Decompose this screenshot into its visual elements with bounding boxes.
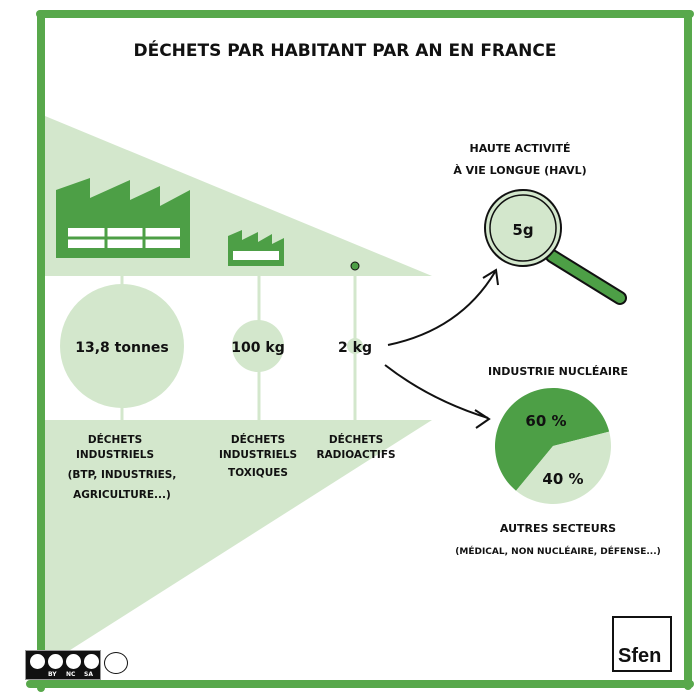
amount-radioactive: 2 kg <box>338 340 372 356</box>
svg-text:DÉCHETS: DÉCHETS <box>88 433 142 446</box>
svg-text:AGRICULTURE...): AGRICULTURE...) <box>73 489 171 501</box>
small-factory-icon <box>228 230 284 266</box>
arrow-to-havl-icon <box>387 268 499 346</box>
havl-title-2: À VIE LONGUE (HAVL) <box>453 164 586 177</box>
bubble-toxic <box>232 320 284 372</box>
pie-slice-1 <box>516 431 611 504</box>
svg-text:INDUSTRIELS: INDUSTRIELS <box>76 449 154 461</box>
large-factory-icon <box>56 178 190 258</box>
svg-text:INDUSTRIELS: INDUSTRIELS <box>219 449 297 461</box>
sfen-logo: Sfen <box>612 616 672 672</box>
page-title: DÉCHETS PAR HABITANT PAR AN EN FRANCE <box>133 39 556 61</box>
svg-text:RADIOACTIFS: RADIOACTIFS <box>316 449 395 461</box>
pie-chart <box>494 387 611 504</box>
arrow-to-pie-icon <box>384 364 491 429</box>
svg-text:(BTP, INDUSTRIES,: (BTP, INDUSTRIES, <box>68 469 177 481</box>
label-radioactive: DÉCHETS RADIOACTIFS <box>316 433 395 461</box>
author-stamp-icon <box>104 652 128 674</box>
bubble-industrial <box>60 284 184 408</box>
svg-text:DÉCHETS: DÉCHETS <box>329 433 383 446</box>
frame <box>26 10 694 692</box>
havl-title-1: HAUTE ACTIVITÉ <box>470 142 571 155</box>
magnifying-glass-icon <box>484 189 627 305</box>
lower-triangle <box>45 420 432 666</box>
other-sectors-detail: (MÉDICAL, NON NUCLÉAIRE, DÉFENSE...) <box>455 545 660 557</box>
havl-amount: 5g <box>512 221 533 239</box>
svg-text:DÉCHETS: DÉCHETS <box>231 433 285 446</box>
pie-label-nuclear: 60 % <box>525 412 566 430</box>
label-toxic: DÉCHETS INDUSTRIELS TOXIQUES <box>219 433 297 479</box>
other-sectors-title: AUTRES SECTEURS <box>500 522 616 535</box>
tiny-dot-icon <box>350 261 360 271</box>
pie-title: INDUSTRIE NUCLÉAIRE <box>488 365 628 378</box>
amount-toxic: 100 kg <box>231 340 284 356</box>
label-industrial: DÉCHETS INDUSTRIELS (BTP, INDUSTRIES, AG… <box>68 433 177 501</box>
amount-industrial: 13,8 tonnes <box>75 340 169 356</box>
pie-label-other: 40 % <box>542 470 583 488</box>
pie-slice-0 <box>494 387 610 491</box>
bubble-radioactive <box>347 338 363 354</box>
creative-commons-license-icon: BY NC SA <box>25 650 101 680</box>
svg-text:TOXIQUES: TOXIQUES <box>228 467 288 479</box>
